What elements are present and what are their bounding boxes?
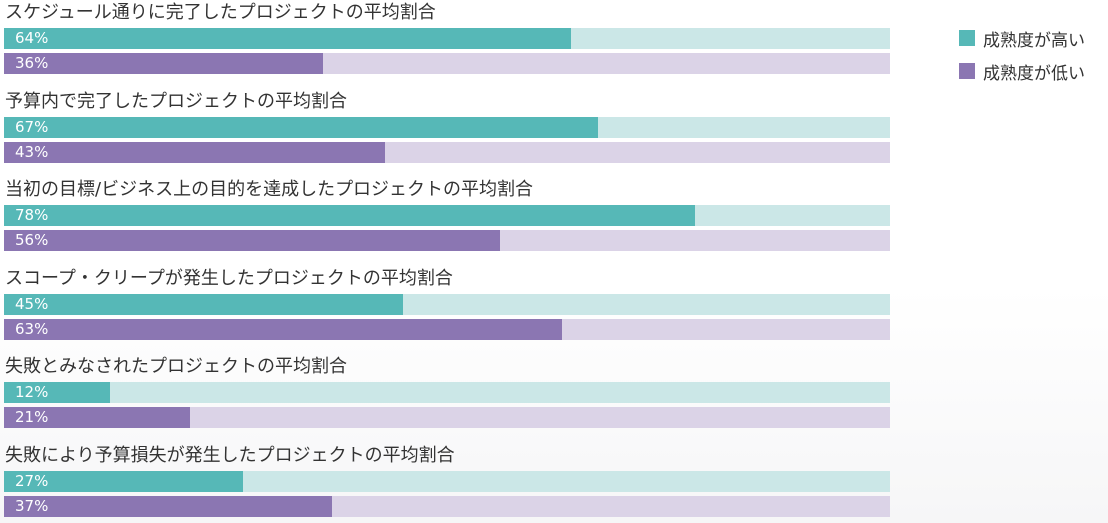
legend-label-high-maturity: 成熟度が高い — [983, 30, 1085, 51]
bar — [4, 319, 563, 340]
legend-item-high-maturity: 成熟度が高い — [959, 26, 1085, 51]
bar — [4, 407, 191, 428]
bar-track: 21% — [4, 407, 890, 428]
data-label: 78% — [15, 206, 49, 224]
legend-swatch-high-maturity — [959, 30, 975, 46]
data-label: 63% — [15, 320, 49, 338]
category-label: 失敗により予算損失が発生したプロジェクトの平均割合 — [5, 445, 455, 466]
category-label: 予算内で完了したプロジェクトの平均割合 — [5, 91, 347, 112]
bar-track: 27% — [4, 471, 890, 492]
bar — [4, 28, 572, 49]
data-label: 43% — [15, 143, 49, 161]
category-label: 当初の目標/ビジネス上の目的を達成したプロジェクトの平均割合 — [5, 179, 534, 200]
bar — [4, 382, 111, 403]
bar-track: 78% — [4, 205, 890, 226]
bar — [4, 471, 244, 492]
data-label: 56% — [15, 231, 49, 249]
category-label: スケジュール通りに完了したプロジェクトの平均割合 — [5, 2, 436, 23]
data-label: 12% — [15, 383, 49, 401]
bar-track: 45% — [4, 294, 890, 315]
bar-track: 67% — [4, 117, 890, 138]
category-label: スコープ・クリープが発生したプロジェクトの平均割合 — [5, 268, 453, 289]
bar-track: 63% — [4, 319, 890, 340]
legend-item-low-maturity: 成熟度が低い — [959, 59, 1085, 84]
bar — [4, 294, 403, 315]
bar-track: 64% — [4, 28, 890, 49]
bar — [4, 496, 332, 517]
bar-track: 37% — [4, 496, 890, 517]
bar — [4, 205, 696, 226]
data-label: 67% — [15, 118, 49, 136]
legend-label-low-maturity: 成熟度が低い — [983, 63, 1085, 84]
category-label: 失敗とみなされたプロジェクトの平均割合 — [5, 356, 347, 377]
data-label: 37% — [15, 497, 49, 515]
legend-swatch-low-maturity — [959, 63, 975, 79]
bar — [4, 117, 598, 138]
bar — [4, 230, 501, 251]
legend: 成熟度が高い 成熟度が低い — [959, 26, 1085, 92]
data-label: 36% — [15, 54, 49, 72]
bar-track: 56% — [4, 230, 890, 251]
data-label: 27% — [15, 472, 49, 490]
bar — [4, 142, 385, 163]
data-label: 64% — [15, 29, 49, 47]
bar-track: 36% — [4, 53, 890, 74]
bar-track: 12% — [4, 382, 890, 403]
data-label: 21% — [15, 408, 49, 426]
data-label: 45% — [15, 295, 49, 313]
bar — [4, 53, 323, 74]
bar-track: 43% — [4, 142, 890, 163]
